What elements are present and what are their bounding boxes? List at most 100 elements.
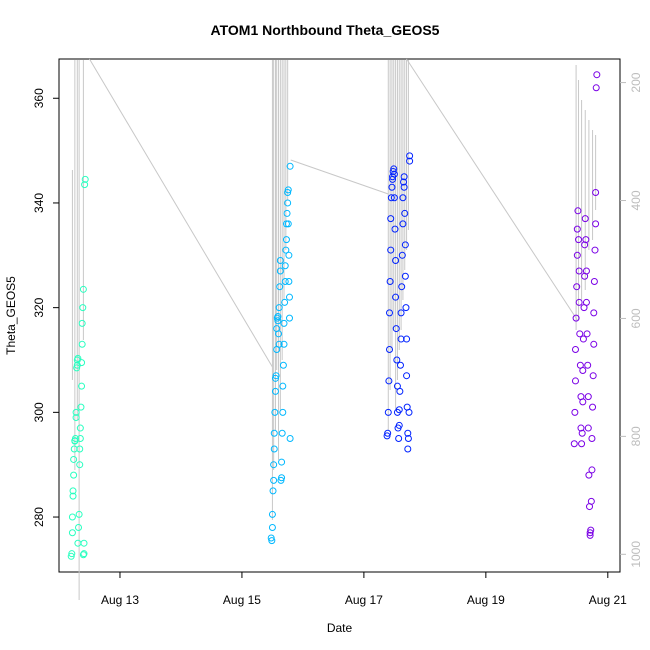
data-point-g4 xyxy=(577,424,585,432)
data-point-g4 xyxy=(572,314,580,322)
data-point-g4 xyxy=(571,377,579,385)
data-point-g1 xyxy=(70,445,78,453)
data-point-g4 xyxy=(574,207,582,215)
data-point-g3 xyxy=(383,432,391,440)
data-point-g2 xyxy=(280,319,288,327)
data-point-g1 xyxy=(72,408,80,416)
data-point-g4 xyxy=(582,236,590,244)
data-point-g1 xyxy=(76,435,84,443)
data-point-g4 xyxy=(592,84,600,92)
data-point-g2 xyxy=(271,387,279,395)
data-point-g4 xyxy=(592,220,600,228)
data-point-g4 xyxy=(579,335,587,343)
data-point-g2 xyxy=(286,435,294,443)
x-tick-label: Aug 13 xyxy=(101,593,139,607)
data-point-g1 xyxy=(68,513,76,521)
y2-tick-label: 600 xyxy=(629,308,643,328)
data-point-g2 xyxy=(284,186,292,194)
data-point-g4 xyxy=(584,424,592,432)
data-point-g4 xyxy=(590,340,598,348)
data-point-g2 xyxy=(275,304,283,312)
data-point-g4 xyxy=(587,526,595,534)
plot-frame xyxy=(58,58,621,573)
data-point-g1 xyxy=(76,461,84,469)
y-tick-label: 320 xyxy=(32,297,46,317)
data-point-g1 xyxy=(67,552,75,560)
data-point-g4 xyxy=(589,403,597,411)
data-point-g2 xyxy=(268,510,276,518)
data-point-g4 xyxy=(582,298,590,306)
data-point-g1 xyxy=(72,414,80,422)
data-point-g1 xyxy=(81,181,89,189)
data-point-g4 xyxy=(575,298,583,306)
data-point-g3 xyxy=(388,183,396,191)
axes: Aug 13 Aug 15 Aug 17 Aug 19 Aug 21 280 300 320 3… xyxy=(32,72,643,607)
data-point-g3 xyxy=(406,152,414,160)
data-point-g3 xyxy=(387,215,395,223)
x-tick-label: Aug 17 xyxy=(345,593,383,607)
data-point-g4 xyxy=(570,440,578,448)
pressure-trace-connector xyxy=(290,159,389,195)
data-point-g1 xyxy=(76,424,84,432)
data-point-g2 xyxy=(284,220,292,228)
y-axis-label: Theta_GEOS5 xyxy=(4,276,18,355)
x-tick-label: Aug 21 xyxy=(589,593,627,607)
data-point-g2 xyxy=(279,382,287,390)
y-tick-label: 360 xyxy=(32,88,46,108)
data-point-g2 xyxy=(285,277,293,285)
data-point-g2 xyxy=(270,461,278,469)
data-point-g4 xyxy=(590,277,598,285)
data-point-g3 xyxy=(384,429,392,437)
data-point-g2 xyxy=(269,487,277,495)
data-point-g3 xyxy=(385,377,393,385)
data-point-g3 xyxy=(391,225,399,233)
pressure-lines xyxy=(71,58,597,600)
data-point-g3 xyxy=(401,272,409,280)
data-point-g1 xyxy=(70,455,78,463)
data-point-g4 xyxy=(588,435,596,443)
data-point-g1 xyxy=(69,492,77,500)
data-point-g2 xyxy=(284,188,292,196)
data-point-g4 xyxy=(571,346,579,354)
data-point-g3 xyxy=(397,335,405,343)
data-point-g3 xyxy=(404,435,412,443)
data-point-g2 xyxy=(280,340,288,348)
data-point-g2 xyxy=(276,283,284,291)
data-point-g3 xyxy=(399,220,407,228)
data-point-g2 xyxy=(275,330,283,338)
data-point-g3 xyxy=(392,293,400,301)
data-point-g3 xyxy=(397,309,405,317)
data-point-g3 xyxy=(406,157,414,165)
data-point-g2 xyxy=(282,236,290,244)
data-point-g3 xyxy=(396,387,404,395)
data-point-g4 xyxy=(591,246,599,254)
data-point-g4 xyxy=(576,330,584,338)
data-point-g4 xyxy=(582,267,590,275)
data-point-g2 xyxy=(272,372,280,380)
data-point-g1 xyxy=(71,435,79,443)
data-point-g2 xyxy=(270,476,278,484)
data-point-g2 xyxy=(285,293,293,301)
data-point-g3 xyxy=(400,178,408,186)
data-point-g2 xyxy=(279,361,287,369)
data-point-g2 xyxy=(278,458,286,466)
y-tick-label: 280 xyxy=(32,507,46,527)
pressure-trace-connector xyxy=(406,58,578,321)
data-point-g1 xyxy=(76,445,84,453)
data-point-g3 xyxy=(398,283,406,291)
data-point-g2 xyxy=(274,317,282,325)
data-point-g3 xyxy=(396,361,404,369)
data-point-g2 xyxy=(286,162,294,170)
y2-tick-label: 1000 xyxy=(629,541,643,568)
data-point-g3 xyxy=(384,408,392,416)
data-point-g1 xyxy=(78,359,86,367)
y-tick-label: 340 xyxy=(32,193,46,213)
data-point-g2 xyxy=(278,429,286,437)
data-point-g2 xyxy=(282,246,290,254)
data-point-g2 xyxy=(274,313,282,321)
data-point-g4 xyxy=(592,188,600,196)
data-point-g3 xyxy=(387,246,395,254)
y2-tick-label: 800 xyxy=(629,426,643,446)
data-point-g1 xyxy=(80,539,88,547)
data-point-g2 xyxy=(283,209,291,217)
